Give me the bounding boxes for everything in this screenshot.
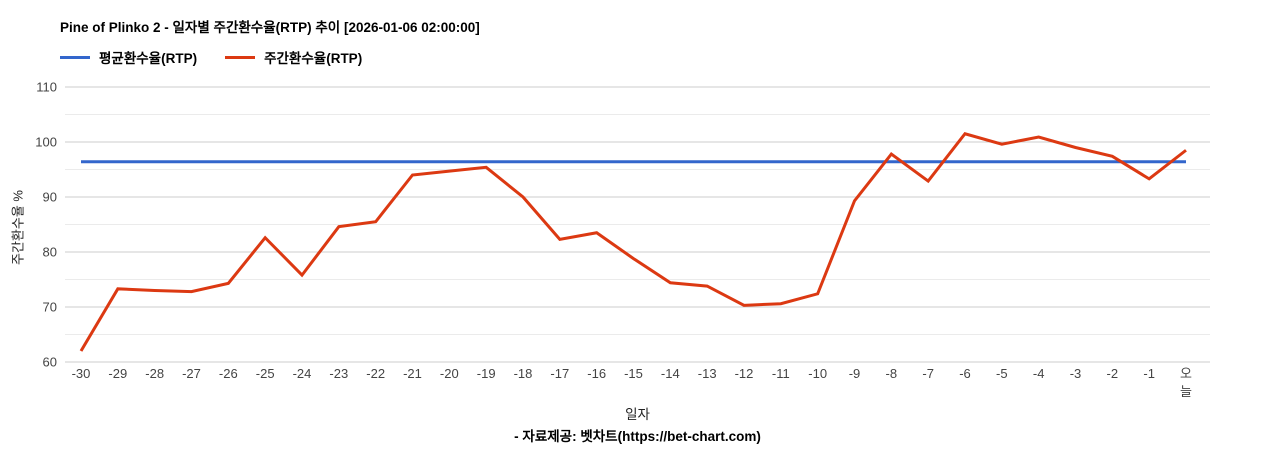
x-tick-label: -10 [808,366,827,381]
average-line-swatch [60,55,90,59]
footer-note: - 자료제공: 벳차트(https://bet-chart.com) [514,429,761,444]
x-tick-label: -22 [366,366,385,381]
x-tick-label: -28 [145,366,164,381]
legend-item-average: 평균환수율(RTP) [60,47,197,67]
x-tick-label: -3 [1070,366,1082,381]
y-tick-label: 70 [43,300,57,315]
x-tick-label: -24 [293,366,312,381]
y-tick-label: 80 [43,245,57,260]
legend-label-average: 평균환수율(RTP) [99,51,198,66]
x-tick-label: -1 [1143,366,1155,381]
x-tick-label: -8 [886,366,898,381]
y-axis-title: 주간환수율 % [10,190,26,265]
x-tick-label: -15 [624,366,643,381]
x-tick-label: -29 [108,366,127,381]
chart-title: Pine of Plinko 2 - 일자별 주간환수율(RTP) 추이 [20… [60,20,480,35]
legend-item-weekly: 주간환수율(RTP) [225,47,362,67]
x-tick-label: -9 [849,366,861,381]
x-tick-label: -13 [698,366,717,381]
y-tick-label: 90 [43,190,57,205]
y-tick-label: 110 [36,80,57,95]
x-tick-label: 늘 [1180,384,1192,399]
x-tick-label: -23 [329,366,348,381]
x-tick-label: -25 [256,366,275,381]
x-tick-label: -16 [587,366,606,381]
x-tick-label: -18 [514,366,533,381]
x-tick-label: -11 [772,366,790,381]
x-tick-label: -30 [72,366,91,381]
legend: 평균환수율(RTP) 주간환수율(RTP) [60,47,362,67]
x-axis-title: 일자 [625,407,650,422]
weekly-rtp-line[interactable] [79,132,1187,352]
x-tick-label: -4 [1033,366,1045,381]
x-tick-label: 오 [1180,366,1192,381]
legend-label-weekly: 주간환수율(RTP) [264,51,363,66]
x-tick-label: -6 [959,366,971,381]
x-tick-label: -7 [922,366,934,381]
x-tick-label: -26 [219,366,238,381]
x-tick-label: -20 [440,366,459,381]
y-tick-label: 60 [43,355,57,370]
x-tick-label: -2 [1107,366,1119,381]
x-tick-label: -12 [735,366,754,381]
x-tick-label: -27 [182,366,201,381]
y-tick-label: 100 [35,135,57,150]
x-tick-label: -17 [550,366,569,381]
x-tick-label: -21 [403,366,422,381]
x-tick-label: -19 [477,366,496,381]
x-tick-label: -14 [661,366,680,381]
weekly-line-swatch [225,55,256,59]
x-tick-label: -5 [996,366,1008,381]
